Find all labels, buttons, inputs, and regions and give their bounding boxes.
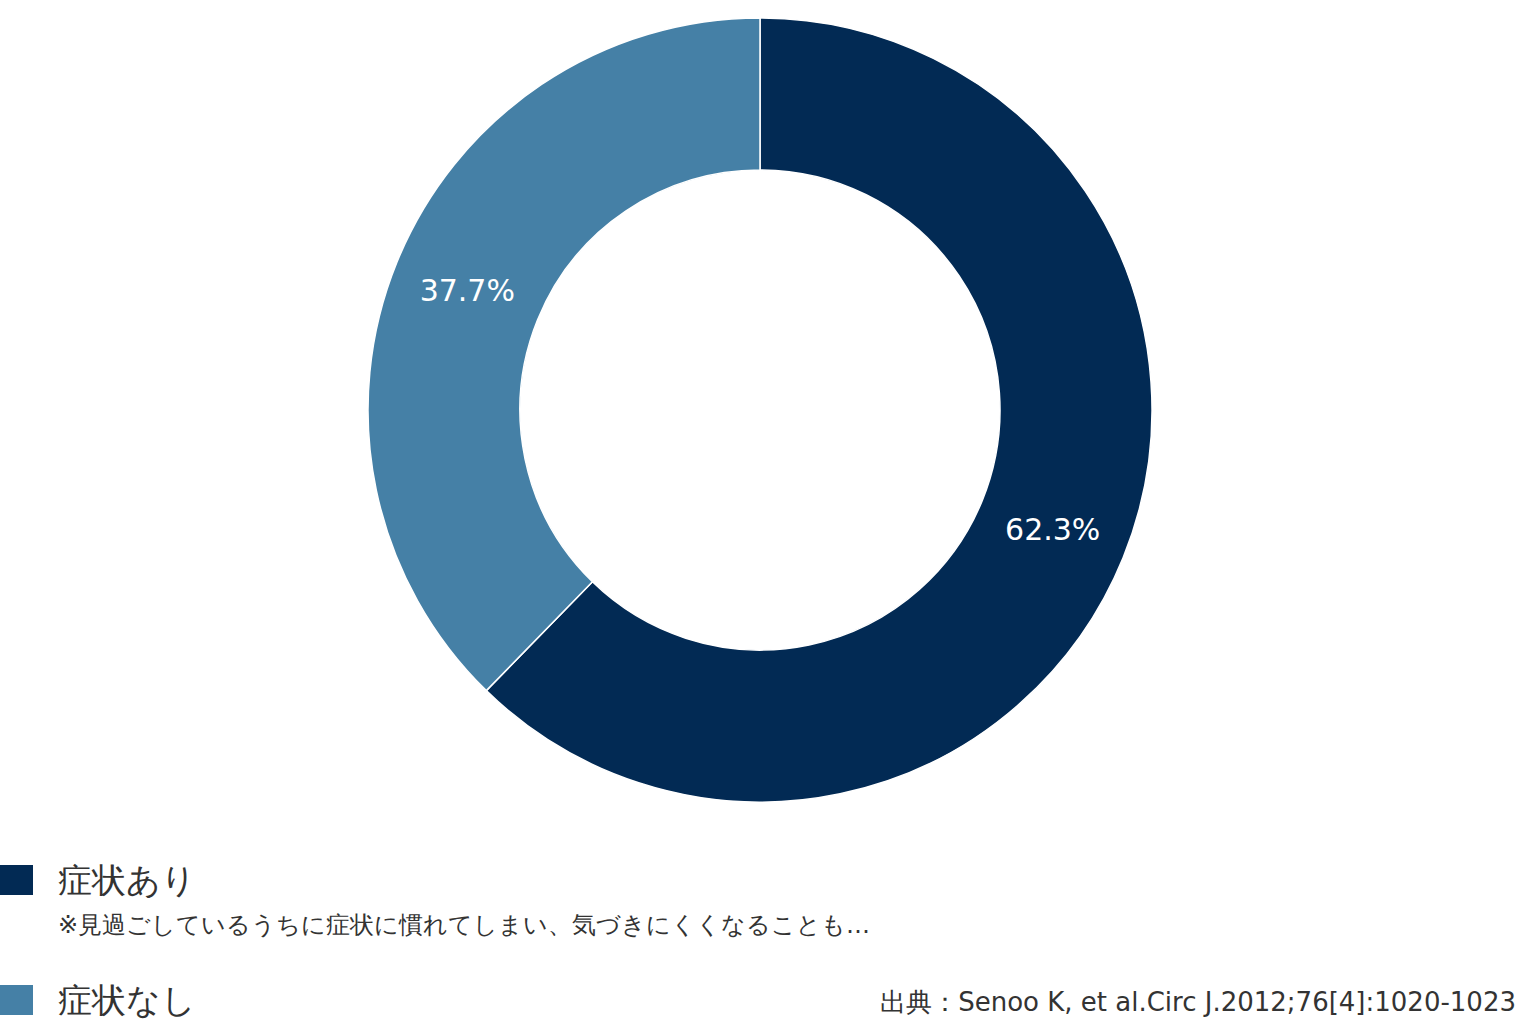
- chart: 62.3%37.7%症状あり症状なし※見過ごしているうちに症状に慣れてしまい、気…: [0, 0, 1520, 1020]
- legend-label: 症状なし: [58, 980, 196, 1020]
- source: 出典：Senoo K, et al.Circ J.2012;76[4]:1020…: [880, 987, 1516, 1017]
- data-label: 37.7%: [420, 273, 515, 308]
- legend-swatch: [0, 985, 33, 1015]
- pie: 62.3% 37.7%: [368, 18, 1152, 802]
- data-label: 62.3%: [1005, 512, 1100, 547]
- slice: [368, 18, 760, 691]
- annotation: ※見過ごしているうちに症状に慣れてしまい、気づきにくくなることも…: [58, 911, 870, 939]
- legend: 症状あり症状なし: [0, 860, 196, 1020]
- legend-swatch: [0, 865, 33, 895]
- legend-label: 症状あり: [58, 860, 196, 900]
